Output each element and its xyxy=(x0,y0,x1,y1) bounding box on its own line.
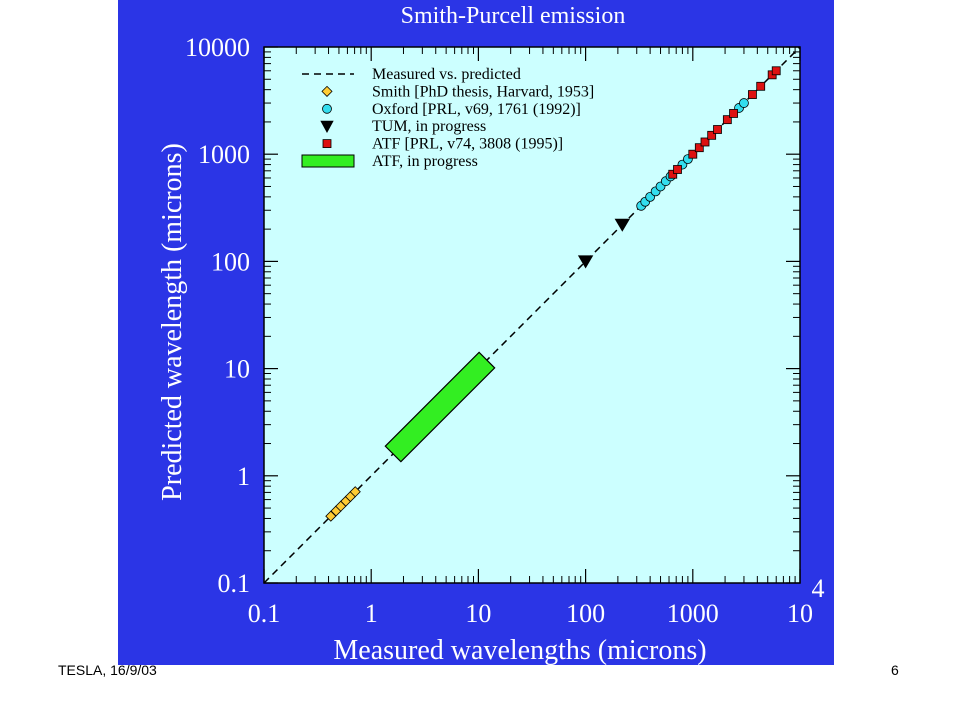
x-tick-label: 10 xyxy=(787,599,813,628)
legend-entry-label: Smith [PhD thesis, Harvard, 1953] xyxy=(372,83,594,100)
x-tick-label: 1 xyxy=(365,599,378,628)
legend-entry-label: ATF, in progress xyxy=(372,153,478,170)
legend-square-symbol xyxy=(322,139,332,149)
legend-entry-label: TUM, in progress xyxy=(372,118,486,135)
smith-point xyxy=(349,486,361,498)
y-tick-label: 100 xyxy=(211,247,250,276)
y-tick-label: 10 xyxy=(224,355,250,384)
atf-point xyxy=(668,169,678,179)
atf-point xyxy=(771,66,781,76)
y-tick-label: 1000 xyxy=(198,140,250,169)
legend-diamond-symbol xyxy=(321,85,333,97)
x-tick-label: 0.1 xyxy=(248,599,281,628)
legend-circle-symbol xyxy=(322,103,332,114)
oxford-point xyxy=(739,98,749,108)
atf-point xyxy=(673,165,682,174)
x-axis-label: Measured wavelengths (microns) xyxy=(333,635,706,666)
tum-point xyxy=(614,218,631,232)
y-tick-label: 0.1 xyxy=(218,569,251,598)
atf-point xyxy=(688,149,698,159)
footer-slide-info: TESLA, 16/9/03 xyxy=(58,662,157,678)
atf-point xyxy=(722,115,732,125)
legend-entry-label: ATF [PRL, v74, 3808 (1995)] xyxy=(372,136,563,153)
x-tick-label: 1000 xyxy=(667,599,719,628)
atf-point xyxy=(694,143,704,153)
y-tick-label: 10000 xyxy=(185,33,250,62)
y-axis-label: Predicted wavelength (microns) xyxy=(157,143,188,501)
legend-entry-label: Oxford [PRL, v69, 1761 (1992)] xyxy=(372,101,581,118)
atf-point xyxy=(729,109,738,118)
x-tick-exponent: 4 xyxy=(812,574,825,603)
atf-point xyxy=(713,125,722,134)
atf-in-progress-band xyxy=(384,351,496,463)
atf-point xyxy=(700,137,710,147)
atf-point xyxy=(756,81,766,91)
atf-point xyxy=(748,90,757,99)
legend-entry-label: Measured vs. predicted xyxy=(372,66,521,83)
y-tick-label: 1 xyxy=(237,462,250,491)
atf-point xyxy=(707,130,717,140)
tum-point xyxy=(577,255,594,269)
legend-triangle-symbol xyxy=(320,120,334,134)
chart-title: Smith-Purcell emission xyxy=(401,3,626,29)
legend-band-symbol xyxy=(301,154,355,168)
x-tick-label: 100 xyxy=(566,599,605,628)
page-number: 6 xyxy=(891,662,899,678)
x-tick-label: 10 xyxy=(465,599,491,628)
